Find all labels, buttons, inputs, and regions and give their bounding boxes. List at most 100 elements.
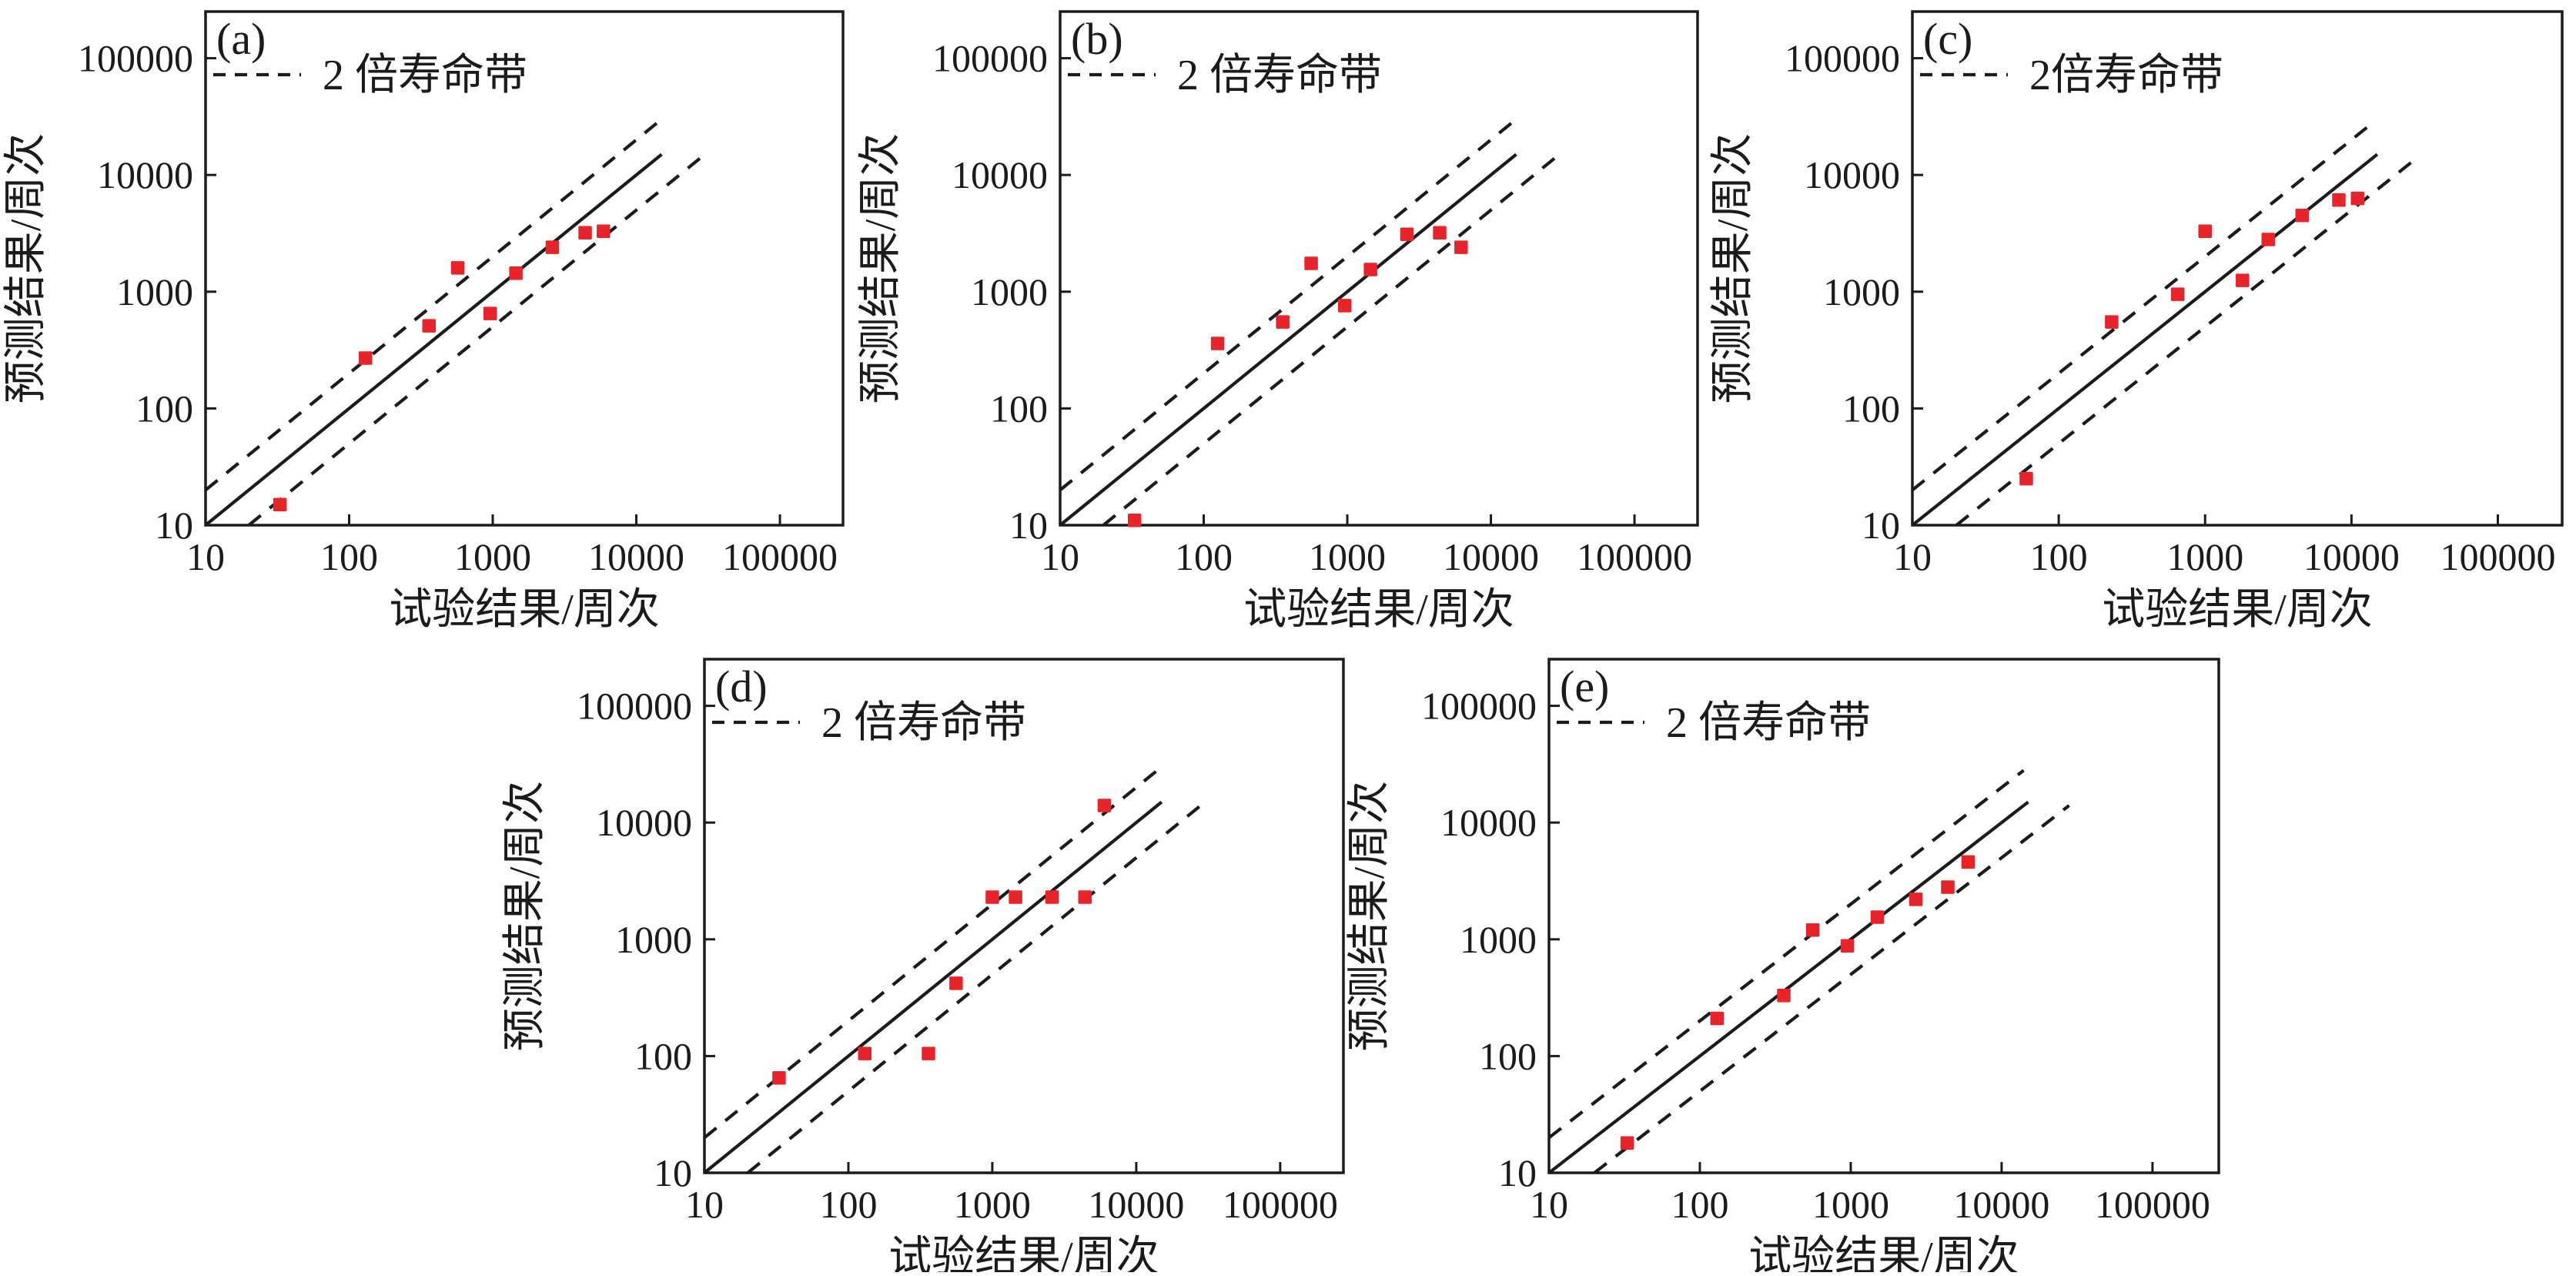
y-tick-label: 100000 (577, 685, 692, 728)
data-point (858, 1047, 872, 1060)
lower-band-line (1593, 804, 2070, 1173)
panel-letter: (a) (216, 14, 266, 64)
y-tick-label: 1000 (971, 270, 1048, 313)
x-tick-label: 10 (186, 535, 225, 578)
data-point (422, 319, 437, 333)
data-point (1276, 315, 1290, 329)
panel-letter: (c) (1923, 14, 1972, 64)
data-point (985, 890, 999, 904)
x-tick-label: 1000 (2166, 535, 2243, 578)
y-tick-label: 10000 (1440, 801, 1537, 844)
x-tick-label: 100 (320, 535, 378, 578)
upper-band-line (206, 121, 659, 491)
y-tick-label: 100000 (1785, 37, 1900, 80)
plot-border (703, 658, 1345, 1174)
y-tick-label: 10000 (97, 153, 193, 196)
y-tick-label: 100 (634, 1034, 692, 1077)
data-point (1337, 299, 1352, 313)
data-point (1078, 890, 1092, 904)
x-axis-title: 试验结果/周次 (1748, 1234, 2019, 1272)
data-point (273, 497, 287, 512)
y-tick-label: 10 (1862, 504, 1900, 547)
y-tick-label: 10 (155, 504, 193, 547)
data-point (772, 1071, 786, 1085)
data-point (1454, 240, 1468, 254)
plot-border (204, 10, 845, 527)
data-point (450, 261, 465, 275)
y-tick-label: 10000 (1804, 153, 1900, 196)
x-tick-label: 10000 (1443, 535, 1539, 578)
y-tick-label: 100 (135, 387, 193, 430)
x-tick-label: 100 (819, 1183, 877, 1226)
x-axis-title: 试验结果/周次 (2102, 586, 2373, 634)
y-tick-label: 1000 (1460, 918, 1537, 961)
x-tick-label: 100000 (1223, 1183, 1338, 1226)
x-tick-label: 10000 (1953, 1183, 2049, 1226)
x-tick-label: 100 (1671, 1183, 1728, 1226)
x-tick-label: 100 (2030, 535, 2088, 578)
x-axis-title: 试验结果/周次 (389, 586, 660, 634)
y-tick-label: 100000 (1421, 685, 1537, 728)
y-tick-label: 10 (654, 1151, 692, 1194)
data-point (1097, 799, 1112, 812)
x-axis-title: 试验结果/周次 (888, 1234, 1159, 1272)
y-tick-label: 1000 (116, 270, 193, 313)
data-point (2105, 315, 2119, 329)
x-tick-label: 10 (1041, 535, 1079, 578)
upper-band-line (704, 769, 1159, 1139)
x-tick-label: 10000 (588, 535, 684, 578)
data-point (509, 266, 523, 280)
y-tick-label: 1000 (615, 918, 692, 961)
x-tick-label: 100000 (1577, 535, 1692, 578)
x-tick-label: 10 (685, 1183, 724, 1226)
lower-band-line (247, 156, 702, 525)
data-point (1363, 263, 1377, 276)
lower-band-line (746, 804, 1202, 1173)
y-tick-label: 10 (1498, 1151, 1537, 1194)
data-point (2019, 471, 2033, 486)
upper-band-line (1912, 121, 2374, 492)
identity-line (704, 800, 1163, 1173)
data-point (922, 1047, 935, 1060)
data-point (1127, 513, 1142, 527)
x-tick-label: 100 (1175, 535, 1233, 578)
identity-line (206, 152, 663, 525)
y-axis-title: 预测结果/周次 (857, 133, 905, 404)
identity-line (1549, 800, 2029, 1173)
y-axis-title: 预测结果/周次 (2, 133, 50, 404)
legend-label: 2 倍寿命带 (821, 699, 1026, 747)
x-tick-label: 100000 (2095, 1183, 2210, 1226)
x-tick-label: 1000 (954, 1183, 1031, 1226)
identity-line (1060, 152, 1517, 525)
data-point (578, 226, 592, 239)
y-tick-label: 10 (1009, 504, 1048, 547)
data-point (2170, 287, 2185, 301)
x-tick-label: 1000 (1812, 1183, 1889, 1226)
legend-label: 2 倍寿命带 (1666, 699, 1871, 747)
data-point (597, 224, 611, 238)
data-point (1304, 256, 1318, 270)
data-point (1400, 227, 1414, 242)
legend-label: 2 倍寿命带 (323, 52, 527, 99)
y-tick-label: 100 (1479, 1034, 1537, 1077)
y-axis-title: 预测结果/周次 (1709, 133, 1757, 404)
data-point (1210, 337, 1225, 350)
data-point (1433, 226, 1447, 239)
lower-band-line (1955, 156, 2418, 525)
data-point (2261, 233, 2275, 246)
data-point (483, 306, 497, 320)
upper-band-line (1549, 769, 2025, 1140)
y-tick-label: 100000 (932, 37, 1048, 80)
legend-label: 2倍寿命带 (2029, 52, 2223, 99)
data-point (2236, 273, 2250, 287)
y-tick-label: 100000 (78, 37, 193, 80)
x-tick-label: 1000 (1309, 535, 1386, 578)
data-point (545, 240, 560, 254)
y-tick-label: 100 (1842, 387, 1900, 430)
x-tick-label: 10 (1530, 1183, 1568, 1226)
panel-letter: (e) (1560, 661, 1609, 712)
y-axis-title: 预测结果/周次 (1346, 781, 1393, 1052)
